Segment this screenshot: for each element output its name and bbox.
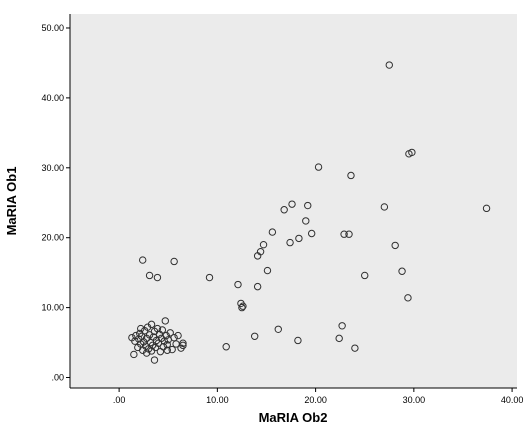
data-points — [128, 61, 491, 364]
y-axis-title: MaRIA Ob1 — [4, 167, 19, 236]
data-point — [163, 346, 171, 354]
data-point — [163, 340, 171, 349]
data-point — [302, 217, 310, 225]
data-point — [234, 280, 242, 289]
y-tick-label: 40.00 — [41, 93, 64, 103]
data-point — [347, 171, 355, 180]
data-point — [288, 200, 296, 208]
data-point — [179, 341, 187, 350]
data-point — [174, 331, 182, 340]
data-point — [138, 256, 147, 264]
data-point — [482, 204, 491, 213]
x-axis-title: MaRIA Ob2 — [259, 410, 328, 425]
y-tick-label: .00 — [51, 373, 64, 383]
data-point — [404, 294, 412, 302]
data-point — [314, 163, 323, 171]
data-point — [253, 252, 262, 260]
x-tick-label: 40.00 — [501, 395, 524, 405]
data-point — [398, 267, 406, 275]
data-point — [408, 148, 416, 157]
data-point — [268, 228, 277, 236]
data-point — [161, 317, 169, 325]
data-point — [259, 240, 268, 249]
data-point — [263, 266, 272, 275]
x-tick-label: 30.00 — [403, 395, 426, 405]
data-point — [172, 340, 180, 348]
x-tick-label: 20.00 — [304, 395, 327, 405]
data-point — [385, 61, 393, 69]
data-point — [380, 203, 389, 211]
data-point — [222, 343, 230, 351]
data-point — [145, 331, 154, 339]
data-point — [295, 234, 303, 243]
data-point — [294, 336, 302, 345]
data-point — [304, 201, 312, 210]
data-point — [253, 282, 262, 291]
data-point — [351, 344, 359, 352]
data-point — [147, 347, 156, 355]
x-axis-ticks: .00 10.00 20.00 30.00 40.00 — [113, 388, 523, 405]
data-point — [145, 271, 154, 280]
data-point — [335, 334, 343, 343]
y-tick-label: 20.00 — [41, 233, 64, 243]
data-point — [286, 238, 294, 247]
y-axis-ticks: .00 10.00 20.00 30.00 40.00 50.00 — [41, 23, 70, 383]
data-point — [338, 322, 346, 330]
data-point — [238, 303, 246, 312]
x-tick-label: 10.00 — [206, 395, 229, 405]
data-point — [166, 329, 174, 337]
data-point — [130, 350, 138, 359]
data-point — [131, 337, 139, 345]
data-point — [170, 257, 178, 266]
data-point — [361, 271, 369, 280]
data-point — [274, 325, 282, 333]
y-tick-label: 50.00 — [41, 23, 64, 33]
data-point — [142, 349, 151, 357]
data-point — [280, 206, 288, 214]
y-tick-label: 10.00 — [41, 303, 64, 313]
data-point — [158, 326, 167, 334]
data-point — [150, 356, 159, 364]
data-point — [147, 320, 156, 329]
data-point — [340, 230, 348, 238]
data-point — [250, 332, 259, 340]
data-point — [205, 273, 214, 282]
data-point — [239, 302, 247, 310]
data-point — [137, 324, 145, 333]
data-point — [179, 339, 187, 347]
data-point — [345, 230, 353, 238]
data-point — [391, 241, 399, 250]
data-point — [307, 229, 316, 238]
data-point — [153, 273, 162, 282]
data-point — [168, 345, 176, 354]
x-tick-label: .00 — [113, 395, 126, 405]
y-tick-label: 30.00 — [41, 163, 64, 173]
